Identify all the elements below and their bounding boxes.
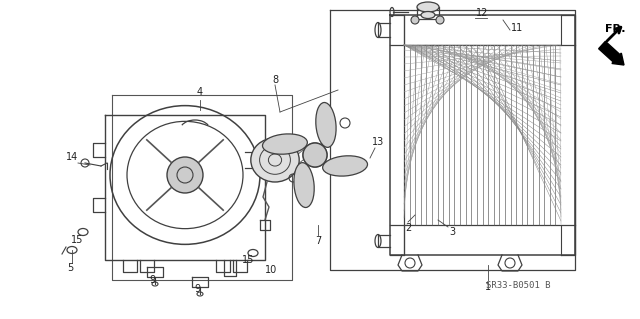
Text: 10: 10: [265, 265, 277, 275]
Text: 15: 15: [242, 255, 254, 265]
FancyArrow shape: [598, 41, 624, 65]
Text: 8: 8: [272, 75, 278, 85]
Ellipse shape: [262, 134, 307, 154]
Text: 13: 13: [372, 137, 384, 147]
Text: 15: 15: [71, 235, 83, 245]
Ellipse shape: [251, 138, 300, 182]
Text: 7: 7: [315, 236, 321, 246]
Text: 3: 3: [449, 227, 455, 237]
Text: 5: 5: [67, 263, 73, 273]
Ellipse shape: [323, 156, 367, 176]
Text: 9: 9: [194, 284, 200, 294]
Text: 14: 14: [66, 152, 78, 162]
Text: 9: 9: [149, 275, 155, 285]
Text: 12: 12: [476, 8, 488, 18]
Text: 11: 11: [511, 23, 523, 33]
Circle shape: [303, 143, 327, 167]
Text: 16: 16: [258, 167, 270, 177]
Text: 2: 2: [405, 223, 411, 233]
Text: FR.: FR.: [605, 24, 625, 34]
Circle shape: [167, 157, 203, 193]
Text: SR33-B0501 B: SR33-B0501 B: [486, 281, 550, 291]
Text: 4: 4: [197, 87, 203, 97]
Circle shape: [303, 143, 327, 167]
Circle shape: [436, 16, 444, 24]
Ellipse shape: [421, 11, 435, 19]
Circle shape: [411, 16, 419, 24]
Ellipse shape: [316, 102, 336, 147]
Text: 1: 1: [485, 282, 491, 292]
Ellipse shape: [294, 163, 314, 207]
Ellipse shape: [417, 2, 439, 12]
